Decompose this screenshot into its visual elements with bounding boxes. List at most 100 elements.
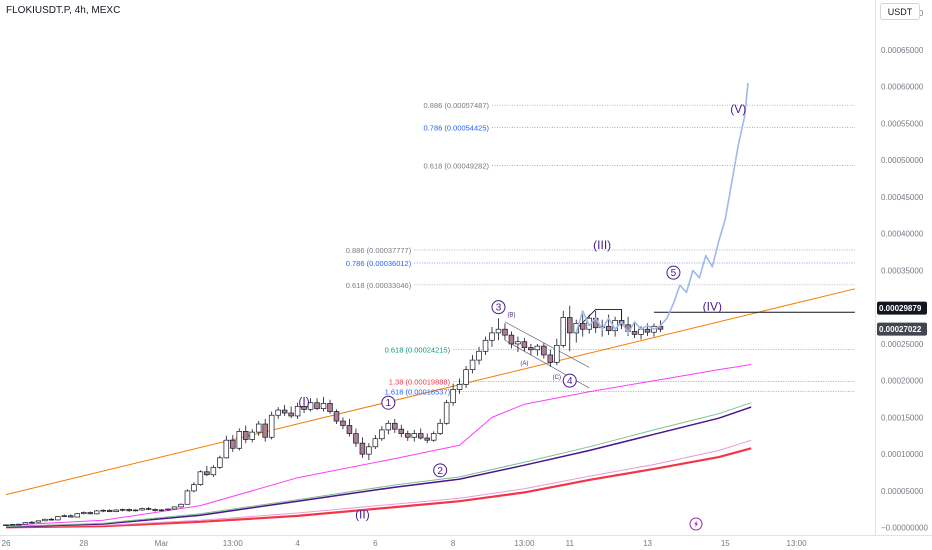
candle-body[interactable] (411, 433, 417, 438)
candle-body[interactable] (275, 409, 281, 416)
candle-body[interactable] (508, 334, 515, 345)
candle-body[interactable] (236, 431, 243, 449)
symbol-header[interactable]: FLOKIUSDT.P, 4h, MEXC (6, 5, 121, 16)
candle-body[interactable] (243, 431, 249, 440)
candle-body[interactable] (268, 414, 275, 438)
candle-body[interactable] (541, 345, 547, 356)
candle-body[interactable] (61, 515, 68, 517)
candle-body[interactable] (100, 509, 106, 512)
candle-body[interactable] (165, 508, 171, 511)
candle-body[interactable] (262, 423, 268, 438)
candle-body[interactable] (197, 471, 204, 486)
candle-body[interactable] (456, 383, 463, 390)
candles-layer[interactable] (3, 305, 664, 527)
candle-body[interactable] (217, 457, 223, 468)
candle-body[interactable] (443, 402, 450, 424)
candle-body[interactable] (450, 389, 456, 404)
candle-body[interactable] (249, 431, 255, 440)
currency-button[interactable]: USDT (880, 3, 920, 20)
candle-body[interactable] (366, 446, 372, 455)
candle-body[interactable] (372, 438, 379, 448)
candle-body[interactable] (145, 508, 152, 510)
candle-body[interactable] (327, 403, 333, 412)
candle-body[interactable] (567, 317, 573, 334)
candle-body[interactable] (9, 524, 16, 526)
candle-body[interactable] (152, 509, 158, 511)
candle-body[interactable] (528, 347, 534, 351)
candle-body[interactable] (392, 422, 398, 430)
candle-body[interactable] (281, 409, 288, 414)
candle-body[interactable] (184, 490, 191, 505)
candle-body[interactable] (482, 339, 489, 352)
candle-body[interactable] (534, 345, 541, 351)
candle-body[interactable] (340, 420, 346, 426)
candle-body[interactable] (113, 509, 119, 512)
candle-body[interactable] (81, 512, 87, 515)
candle-body[interactable] (171, 506, 178, 510)
candle-body[interactable] (398, 428, 405, 434)
candle-body[interactable] (554, 345, 560, 363)
candle-body[interactable] (87, 512, 93, 515)
lightning-icon[interactable] (689, 517, 703, 531)
candle-body[interactable] (424, 437, 430, 441)
candle-body[interactable] (68, 515, 74, 518)
candle-body[interactable] (379, 429, 385, 440)
candle-body[interactable] (320, 403, 327, 409)
candle-body[interactable] (430, 433, 437, 441)
candle-body[interactable] (29, 521, 35, 524)
candle-body[interactable] (644, 328, 651, 333)
candle-body[interactable] (126, 509, 132, 512)
candle-body[interactable] (178, 503, 184, 508)
candle-body[interactable] (139, 508, 145, 511)
candle-body[interactable] (521, 341, 528, 348)
candle-body[interactable] (502, 328, 508, 336)
candle-body[interactable] (204, 471, 210, 476)
candle-body[interactable] (314, 402, 320, 409)
candle-body[interactable] (223, 439, 230, 459)
candle-body[interactable] (106, 509, 113, 512)
candle-body[interactable] (638, 328, 644, 335)
candle-body[interactable] (515, 341, 521, 345)
candle-body[interactable] (631, 331, 638, 335)
candle-body[interactable] (255, 423, 262, 433)
candle-body[interactable] (469, 359, 476, 370)
candle-body[interactable] (119, 509, 126, 511)
candle-body[interactable] (405, 433, 411, 438)
candle-body[interactable] (605, 325, 612, 332)
candle-body[interactable] (359, 442, 366, 455)
candle-body[interactable] (93, 510, 100, 515)
candle-body[interactable] (48, 518, 55, 521)
candle-body[interactable] (579, 323, 586, 330)
candle-body[interactable] (489, 332, 495, 341)
candle-body[interactable] (22, 522, 29, 525)
candle-body[interactable] (132, 509, 139, 512)
candle-body[interactable] (476, 350, 482, 361)
candle-body[interactable] (437, 422, 443, 434)
candle-body[interactable] (353, 433, 359, 444)
candle-body[interactable] (307, 402, 314, 410)
candle-body[interactable] (55, 516, 61, 521)
candle-body[interactable] (158, 509, 165, 512)
candle-body[interactable] (560, 317, 567, 346)
candle-body[interactable] (42, 518, 48, 522)
candle-body[interactable] (210, 467, 217, 476)
price-axis[interactable]: 0.000700000.000650000.000600000.00055000… (881, 9, 928, 532)
candle-body[interactable] (333, 411, 340, 422)
candle-body[interactable] (495, 328, 502, 334)
candle-body[interactable] (417, 433, 424, 439)
candle-body[interactable] (385, 422, 392, 431)
candle-body[interactable] (301, 406, 307, 410)
time-axis[interactable]: 26 28 Mar 13:00 4 6 8 13:00 11 13 15 13:00 (2, 539, 808, 548)
candle-body[interactable] (191, 484, 197, 492)
candle-body[interactable] (288, 412, 294, 417)
candle-body[interactable] (547, 354, 554, 363)
candle-body[interactable] (3, 524, 9, 527)
candle-body[interactable] (294, 406, 301, 417)
candle-body[interactable] (346, 425, 353, 434)
candle-body[interactable] (74, 513, 81, 518)
candle-body[interactable] (35, 520, 42, 523)
candle-body[interactable] (16, 523, 22, 526)
candle-body[interactable] (463, 369, 469, 385)
candle-body[interactable] (230, 439, 236, 449)
